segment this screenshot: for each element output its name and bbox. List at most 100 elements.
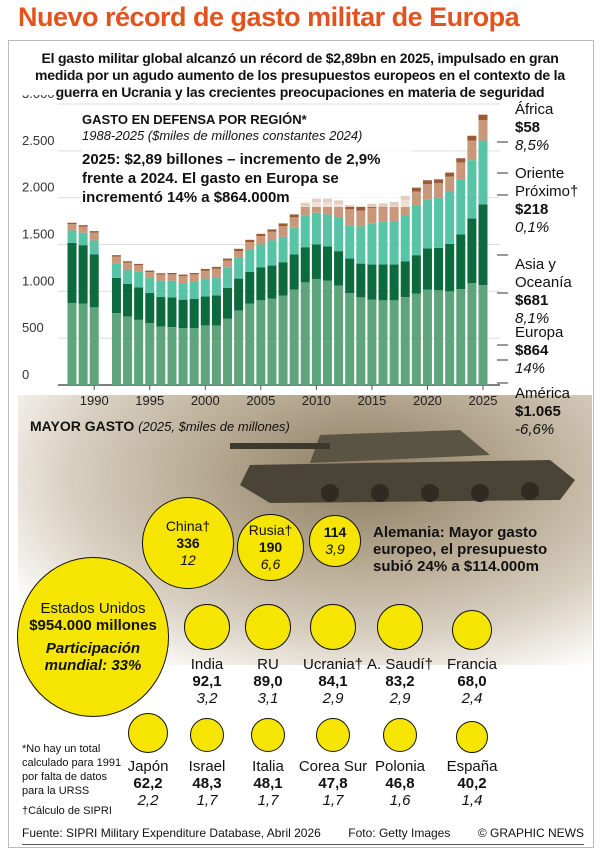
bar-segment-oriente-próximo--2021 — [434, 183, 444, 198]
x-tick-label: 2025 — [469, 393, 498, 408]
country-label: India 92,1 3,2 — [162, 656, 252, 707]
bar-segment-europa-2001 — [211, 295, 221, 326]
country-label: Ucrania† 84,1 2,9 — [288, 656, 378, 707]
germany-note: Alemania: Mayor gasto europeo, el presup… — [373, 524, 548, 575]
country-share: 2,4 — [461, 690, 483, 707]
bubble-russia: Rusia† 190 6,6 — [237, 514, 304, 581]
country-name: RU — [257, 656, 279, 673]
bar-segment-áfrica-2000 — [200, 268, 210, 271]
y-tick-label: 1.000 — [22, 273, 55, 288]
x-tick-label: 2010 — [302, 393, 331, 408]
country-value: 68,0 — [457, 673, 487, 690]
bar-segment-asia-y-oceanía-1997 — [167, 280, 177, 298]
bar-segment-oriente-próximo--1988 — [67, 224, 77, 231]
bar-segment-oriente-próximo--2005 — [256, 236, 266, 245]
country-label: Japón 62,2 2,2 — [103, 758, 193, 809]
country-label: Italia 48,1 1,7 — [223, 758, 313, 809]
bar-segment-asia-y-oceanía-2002 — [223, 267, 233, 288]
bar-segment-américa-2002 — [223, 318, 233, 385]
bar-segment-oriente-próximo--2014 — [356, 210, 366, 227]
bar-segment-europa-1993 — [123, 283, 133, 317]
country-name: Francia — [446, 656, 498, 673]
bar-segment-asia-y-oceanía-1992 — [111, 263, 121, 278]
bar-segment-américa-2006 — [267, 298, 277, 385]
bar-segment-áfrica-1997 — [167, 272, 177, 275]
footnote-sipri: †Cálculo de SIPRI — [22, 805, 112, 817]
frame — [8, 40, 594, 848]
footnote-1991: *No hay un total calculado para 1991 por… — [22, 743, 122, 797]
bar-segment-américa-2005 — [256, 300, 266, 385]
bubble-country — [383, 718, 417, 752]
bar-segment-áfrica-2008 — [289, 214, 299, 218]
bar-segment-europa-2007 — [278, 262, 288, 296]
legend-africa: África $58 8,5% — [515, 101, 554, 154]
bar-segment-asia-y-oceanía-2008 — [289, 227, 299, 255]
legend-connector-lines — [497, 141, 508, 384]
bar-segment-asia-y-oceanía-1999 — [189, 281, 199, 299]
bar-segment-europa-2018 — [400, 261, 410, 298]
bar-segment-américa-2022 — [445, 291, 455, 385]
bar-segment-américa-2023 — [456, 288, 466, 385]
country-value: 46,8 — [385, 775, 415, 792]
bar-segment-américa-1999 — [189, 328, 199, 385]
bar-segment-asia-y-oceanía-2011 — [322, 214, 332, 247]
bar-segment-europa-2020 — [422, 248, 432, 290]
bar-segment-europa-2000 — [200, 296, 210, 326]
country-share: 1,7 — [196, 792, 218, 809]
bar-segment-américa-1993 — [123, 316, 133, 385]
country-label: España 40,2 1,4 — [427, 758, 517, 809]
bar-segment-asia-y-oceanía-2013 — [345, 225, 355, 259]
country-share: 2,2 — [137, 792, 159, 809]
bar-segment-asia-y-oceanía-2021 — [434, 197, 444, 248]
country-value: 62,2 — [133, 775, 163, 792]
bar-segment-asia-y-oceanía-2023 — [456, 179, 466, 235]
bar-segment-europa-1992 — [111, 277, 121, 314]
bar-segment-asia-y-oceanía-1993 — [123, 268, 133, 284]
bar-segment-europa-2011 — [322, 246, 332, 281]
bar-segment-américa-1989 — [78, 303, 88, 385]
bar-segment-oriente-próximo--1996 — [156, 274, 166, 281]
bar-segment-oriente-próximo--2019 — [411, 191, 421, 207]
bar-segment-oriente-próximo--1998 — [178, 275, 188, 283]
bar-segment-oriente-próximo--2016 — [378, 207, 388, 222]
country-name: A. Saudí† — [367, 656, 433, 673]
bar-segment-oriente-próximo--2010 — [311, 201, 321, 213]
legend-america: América $1.065 -6,6% — [515, 385, 571, 438]
country-value: 89,0 — [253, 673, 283, 690]
bar-segment-asia-y-oceanía-1990 — [89, 240, 99, 255]
bar-segment-áfrica-1998 — [178, 274, 188, 276]
country-label: RU 89,0 3,1 — [223, 656, 313, 707]
bar-segment-oriente-próximo--2023 — [456, 162, 466, 180]
bar-segment-europa-2019 — [411, 255, 421, 294]
footer: Fuente: SIPRI Military Expenditure Datab… — [22, 826, 584, 845]
bar-segment-áfrica-2002 — [223, 258, 233, 261]
legend-europe: Europa $864 14% — [515, 324, 564, 377]
bar-segment-europa-2015 — [367, 264, 377, 300]
country-name: España — [446, 758, 498, 775]
bar-segment-oriente-próximo--2012 — [334, 204, 344, 218]
bar-segment-asia-y-oceanía-2006 — [267, 240, 277, 266]
bar-segment-asia-y-oceanía-2012 — [334, 217, 344, 252]
bar-segment-asia-y-oceanía-1988 — [67, 230, 77, 243]
bar-segment-oriente-próximo--2001 — [211, 268, 221, 277]
bar-segment-américa-1994 — [134, 319, 144, 385]
bar-segment-oriente-próximo--2006 — [267, 231, 277, 241]
bar-segment-europa-1996 — [156, 297, 166, 327]
bar-segment-américa-2017 — [389, 300, 399, 385]
bar-segment-oriente-próximo--2011 — [322, 202, 332, 215]
bar-segment-asia-y-oceanía-2024 — [467, 160, 477, 219]
country-value: 48,3 — [192, 775, 222, 792]
country-share: 3,2 — [196, 690, 218, 707]
legend-middle-east: Oriente Próximo† $218 0,1% — [515, 165, 579, 236]
bar-segment-europa-1990 — [89, 254, 99, 308]
bar-segment-asia-y-oceanía-1989 — [78, 232, 88, 246]
bar-segment-asia-y-oceanía-2000 — [200, 278, 210, 297]
x-tick-label: 1995 — [135, 393, 164, 408]
top-spenders-heading: MAYOR GASTO (2025, $miles de millones) — [30, 418, 290, 434]
bar-segment-áfrica-1999 — [189, 272, 199, 275]
country-value: 48,1 — [253, 775, 283, 792]
bar-segment-europa-2021 — [434, 247, 444, 291]
bar-segment-oriente-próximo--1992 — [111, 256, 121, 264]
x-tick-label: 1990 — [80, 393, 109, 408]
bubble-country — [316, 718, 350, 752]
